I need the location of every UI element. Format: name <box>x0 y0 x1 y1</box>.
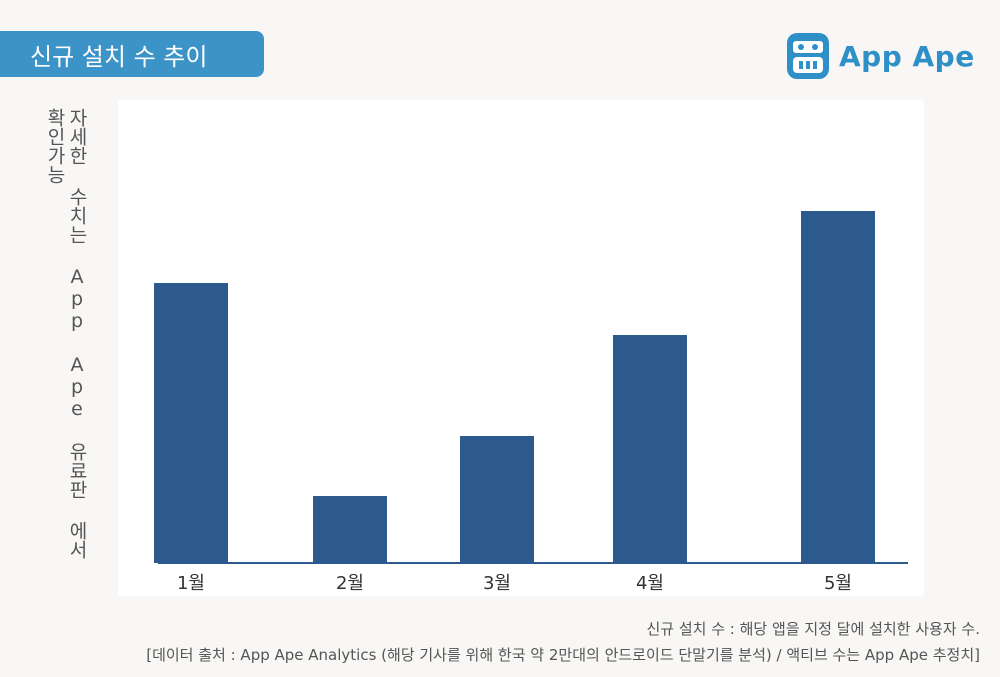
bar-chart: 1월 2월 3월 4월 5월 <box>154 211 908 594</box>
bar-5 <box>801 211 875 563</box>
x-tick-label: 2월 <box>336 573 364 594</box>
chart-title: 신규 설치 수 추이 <box>0 31 264 77</box>
source-note: [데이터 출처 : App Ape Analytics (해당 기사를 위해 한… <box>146 646 980 664</box>
x-tick-label: 5월 <box>824 573 852 594</box>
bar-3 <box>460 436 534 563</box>
chart-area: 1월 2월 3월 4월 5월 <box>118 100 924 596</box>
bar-2 <box>313 496 387 563</box>
ape-face-icon <box>787 33 829 79</box>
bar-4 <box>613 335 687 563</box>
x-tick-label: 4월 <box>636 573 664 594</box>
bar-1 <box>154 283 228 563</box>
logo-text: App Ape <box>839 39 975 73</box>
x-tick-label: 3월 <box>483 573 511 594</box>
definition-note: 신규 설치 수 : 해당 앱을 지정 달에 설치한 사용자 수. <box>646 620 980 638</box>
x-tick-label: 1월 <box>177 573 205 594</box>
app-ape-logo: App Ape <box>785 30 975 82</box>
y-axis-label: 자세한 수치는 App Ape 유료판 에서 확인가능 <box>44 108 88 559</box>
